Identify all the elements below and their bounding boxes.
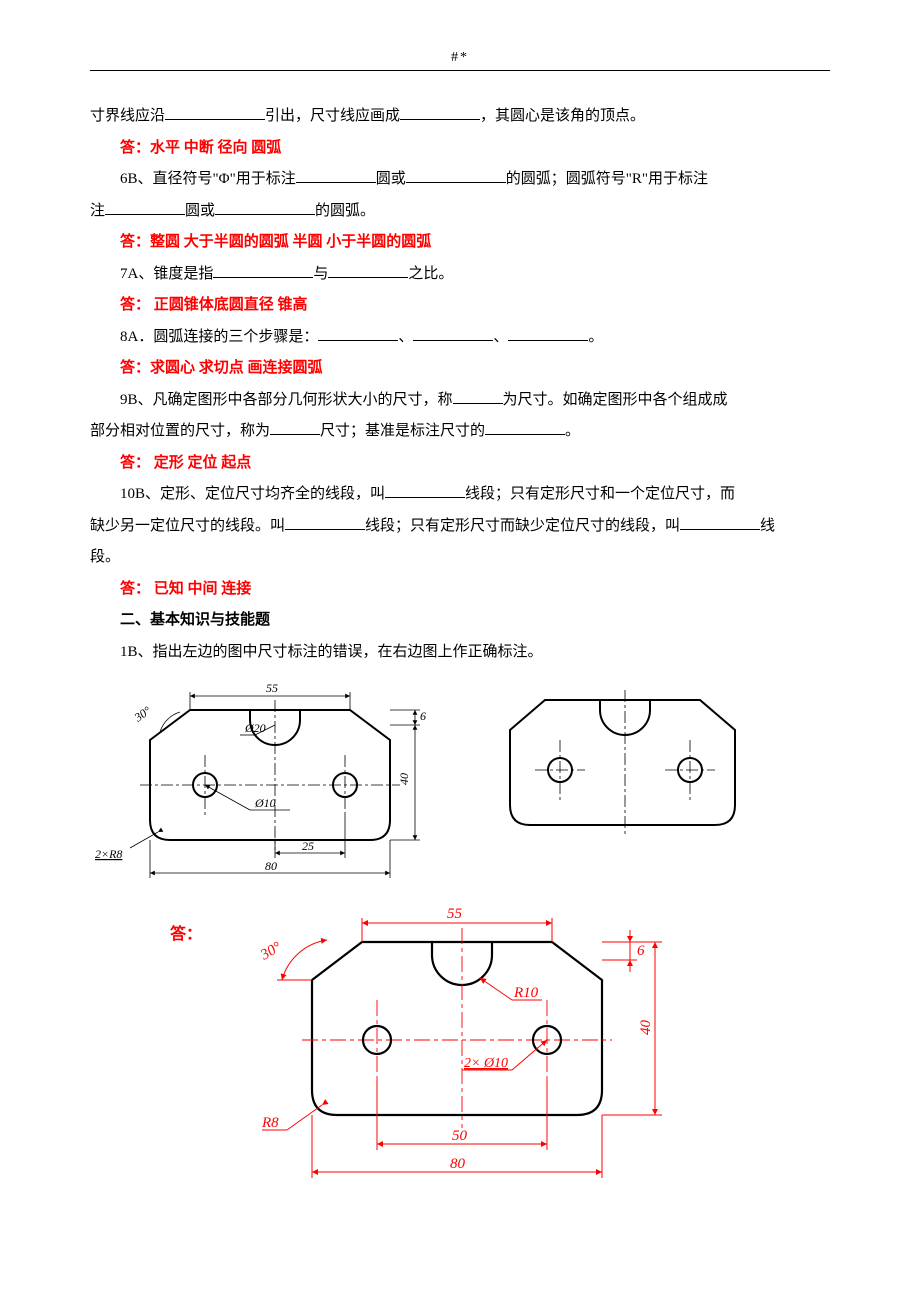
q7: 7A、锥度是指与之比。 [90,259,830,291]
q5-tail: 寸界线应沿引出，尺寸线应画成，其圆心是该角的顶点。 [90,101,830,133]
q1b: 1B、指出左边的图中尺寸标注的错误，在右边图上作正确标注。 [90,637,830,669]
dim-55: 55 [266,681,278,695]
a7: 答： 正圆锥体底圆直径 锥高 [90,290,830,322]
ans-d10: 2× Ø10 [464,1056,508,1071]
a9: 答： 定形 定位 起点 [90,448,830,480]
page-header: #* [90,50,830,71]
ans-6: 6 [637,943,645,959]
ans-40: 40 [638,1020,654,1036]
dim-d10: Ø10 [254,796,276,810]
ans-50: 50 [452,1128,468,1144]
q9: 9B、凡确定图形中各部分几何形状大小的尺寸，称为尺寸。如确定图形中各个组成成 [90,385,830,417]
dim-25: 25 [302,839,314,853]
q8: 8A．圆弧连接的三个步骤是：、、。 [90,322,830,354]
figure-row-1: 55 Ø20 30° 6 40 [90,680,830,890]
q6b: 注圆或的圆弧。 [90,196,830,228]
ans-r10: R10 [513,985,539,1001]
ans-r8: R8 [261,1115,279,1131]
q9b: 部分相对位置的尺寸，称为尺寸；基准是标注尺寸的。 [90,416,830,448]
a10: 答： 已知 中间 连接 [90,574,830,606]
a8: 答：求圆心 求切点 画连接圆弧 [90,353,830,385]
q10c: 段。 [90,542,830,574]
ans-80: 80 [450,1156,466,1172]
dim-d20: Ø20 [244,721,266,735]
dim-r8: 2×R8 [95,847,122,861]
dim-40: 40 [397,773,411,785]
q10b: 缺少另一定位尺寸的线段。叫线段；只有定形尺寸而缺少定位尺寸的线段，叫线 [90,511,830,543]
a6: 答：整圆 大于半圆的圆弧 半圆 小于半圆的圆弧 [90,227,830,259]
q6: 6B、直径符号"Φ"用于标注圆或的圆弧；圆弧符号"R"用于标注 [90,164,830,196]
ans-55: 55 [447,906,463,922]
dim-6: 6 [420,709,426,723]
dim-80: 80 [265,859,277,873]
figure-left: 55 Ø20 30° 6 40 [90,680,450,890]
q10: 10B、定形、定位尺寸均齐全的线段，叫线段；只有定形尺寸和一个定位尺寸，而 [90,479,830,511]
ans-30: 30° [257,939,284,964]
section2: 二、基本知识与技能题 [90,605,830,637]
a5: 答：水平 中断 径向 圆弧 [90,133,830,165]
answer-figure-row: 答： [90,900,830,1190]
answer-label: 答： [90,900,202,944]
figure-answer: 55 30° R10 6 [222,900,682,1190]
figure-right [490,680,770,860]
dim-30: 30° [131,703,154,725]
